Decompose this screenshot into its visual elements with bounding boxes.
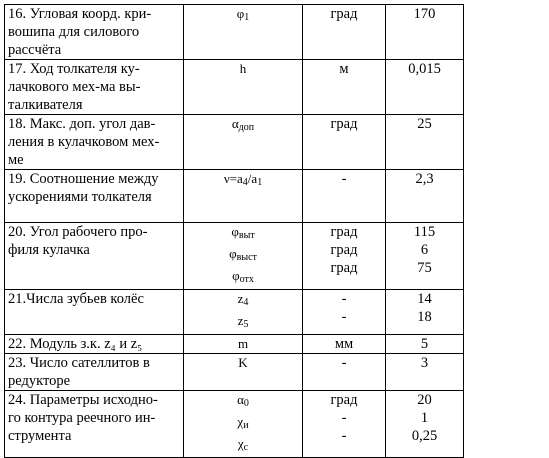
parameter-value: 6 xyxy=(420,242,429,258)
unit-cell: - xyxy=(302,353,386,391)
parameter-value: 25 xyxy=(417,116,432,132)
parameter-name-cell: 18. Макс. доп. угол дав- ления в кулачко… xyxy=(4,114,184,170)
parameter-unit: - xyxy=(341,171,347,187)
parameter-symbol: αдоп xyxy=(231,116,255,133)
parameter-symbol: φвыст xyxy=(229,246,257,263)
symbol-cell: z4 z5 xyxy=(183,289,303,335)
parameter-unit: - xyxy=(341,428,347,444)
table-row: 20. Угол рабочего про- филя кулачка φвыт φ… xyxy=(4,222,464,290)
parameter-name: 23. Число сателлитов в редукторе xyxy=(8,355,150,389)
table-row: 23. Число сателлитов в редукторе K - 3 xyxy=(4,353,464,391)
parameter-unit: - xyxy=(341,291,347,307)
unit-cell: град xyxy=(302,114,386,170)
parameter-symbol: h xyxy=(239,61,247,76)
parameter-value: 14 xyxy=(417,291,432,307)
unit-cell: мм xyxy=(302,334,386,354)
table-row: 18. Макс. доп. угол дав- ления в кулачко… xyxy=(4,114,464,170)
parameter-unit: град xyxy=(330,242,358,258)
table-row: 21.Числа зубьев колёс z4 z5- -14 18 xyxy=(4,289,464,335)
parameter-name-cell: 21.Числа зубьев колёс xyxy=(4,289,184,335)
parameter-symbol: α0 xyxy=(237,392,249,409)
value-cell: 5 xyxy=(385,334,464,354)
parameter-unit: град xyxy=(330,224,358,240)
symbol-cell: αдоп xyxy=(183,114,303,170)
unit-cell: м xyxy=(302,59,386,115)
parameter-name: 17. Ход толкателя ку- лачкового мех-ма в… xyxy=(8,61,141,113)
parameter-name-cell: 16. Угловая коорд. кри- вошипа для силов… xyxy=(4,4,184,60)
parameter-unit: - xyxy=(341,355,347,371)
table-row: 16. Угловая коорд. кри- вошипа для силов… xyxy=(4,4,464,60)
unit-cell: град град град xyxy=(302,222,386,290)
unit-cell: -- xyxy=(302,289,386,335)
table-row: 24. Параметры исходно- го контура реечно… xyxy=(4,390,464,458)
parameter-value: 0,25 xyxy=(411,428,438,444)
parameter-value: 115 xyxy=(413,224,436,240)
parameter-name-cell: 23. Число сателлитов в редукторе xyxy=(4,353,184,391)
parameter-value: 1 xyxy=(420,410,429,426)
table-row: 19. Соотношение между ускорениями толкат… xyxy=(4,169,464,223)
symbol-cell: K xyxy=(183,353,303,391)
table-row: 17. Ход толкателя ку- лачкового мех-ма в… xyxy=(4,59,464,115)
parameter-name: 22. Модуль з.к. z₄ и z₅ xyxy=(8,336,143,352)
parameter-unit: - xyxy=(341,309,347,325)
parameter-value: 75 xyxy=(417,260,432,276)
parameter-symbol: z4 xyxy=(237,291,249,308)
parameter-unit: град xyxy=(330,116,358,132)
parameter-symbol: φотх xyxy=(232,268,254,285)
parameter-symbol: χс xyxy=(237,436,249,453)
parameter-symbol: φвыт xyxy=(231,224,255,241)
value-cell: 14 18 xyxy=(385,289,464,335)
parameter-value: 18 xyxy=(417,309,432,325)
parameter-unit: град xyxy=(330,6,358,22)
parameter-value: 3 xyxy=(420,355,429,371)
parameter-symbol: K xyxy=(238,355,248,370)
value-cell: 20 1 0,25 xyxy=(385,390,464,458)
symbol-cell: φвыт φвыст φотх xyxy=(183,222,303,290)
symbol-cell: m xyxy=(183,334,303,354)
symbol-cell: ν=a4/a1 xyxy=(183,169,303,223)
parameter-unit: - xyxy=(341,410,347,426)
parameters-table: 16. Угловая коорд. кри- вошипа для силов… xyxy=(4,4,464,458)
value-cell: 3 xyxy=(385,353,464,391)
parameter-unit: м xyxy=(339,61,349,77)
parameter-name: 21.Числа зубьев колёс xyxy=(8,291,144,307)
symbol-cell: φ1 xyxy=(183,4,303,60)
parameter-value: 170 xyxy=(413,6,436,22)
table-row: 22. Модуль з.к. z₄ и z₅ m мм 5 xyxy=(4,334,464,354)
parameter-name-cell: 22. Модуль з.к. z₄ и z₅ xyxy=(4,334,184,354)
parameter-symbol: z5 xyxy=(237,313,249,330)
parameter-unit: мм xyxy=(334,336,354,352)
parameter-symbol: m xyxy=(237,336,249,351)
symbol-cell: h xyxy=(183,59,303,115)
parameter-unit: град xyxy=(330,392,358,408)
parameter-value: 2,3 xyxy=(415,171,434,187)
parameter-symbol: φ1 xyxy=(236,6,250,23)
parameter-symbol: ν=a4/a1 xyxy=(223,171,263,188)
unit-cell: град xyxy=(302,4,386,60)
parameter-value: 5 xyxy=(420,336,429,352)
parameters-table-body: 16. Угловая коорд. кри- вошипа для силов… xyxy=(4,4,464,458)
parameter-symbol: χи xyxy=(237,414,249,431)
unit-cell: град - - xyxy=(302,390,386,458)
parameter-value: 20 xyxy=(417,392,432,408)
value-cell: 0,015 xyxy=(385,59,464,115)
parameter-name-cell: 24. Параметры исходно- го контура реечно… xyxy=(4,390,184,458)
parameter-name: 16. Угловая коорд. кри- вошипа для силов… xyxy=(8,6,152,58)
value-cell: 115 6 75 xyxy=(385,222,464,290)
value-cell: 2,3 xyxy=(385,169,464,223)
parameter-value: 0,015 xyxy=(408,61,441,77)
value-cell: 170 xyxy=(385,4,464,60)
unit-cell: - xyxy=(302,169,386,223)
parameter-name-cell: 17. Ход толкателя ку- лачкового мех-ма в… xyxy=(4,59,184,115)
value-cell: 25 xyxy=(385,114,464,170)
parameter-unit: град xyxy=(330,260,358,276)
parameter-name-cell: 20. Угол рабочего про- филя кулачка xyxy=(4,222,184,290)
parameter-name: 20. Угол рабочего про- филя кулачка xyxy=(8,224,148,258)
parameter-name: 19. Соотношение между ускорениями толкат… xyxy=(8,171,159,205)
parameter-name: 18. Макс. доп. угол дав- ления в кулачко… xyxy=(8,116,160,168)
parameter-name-cell: 19. Соотношение между ускорениями толкат… xyxy=(4,169,184,223)
symbol-cell: α0 χи χс xyxy=(183,390,303,458)
parameter-name: 24. Параметры исходно- го контура реечно… xyxy=(8,392,158,444)
